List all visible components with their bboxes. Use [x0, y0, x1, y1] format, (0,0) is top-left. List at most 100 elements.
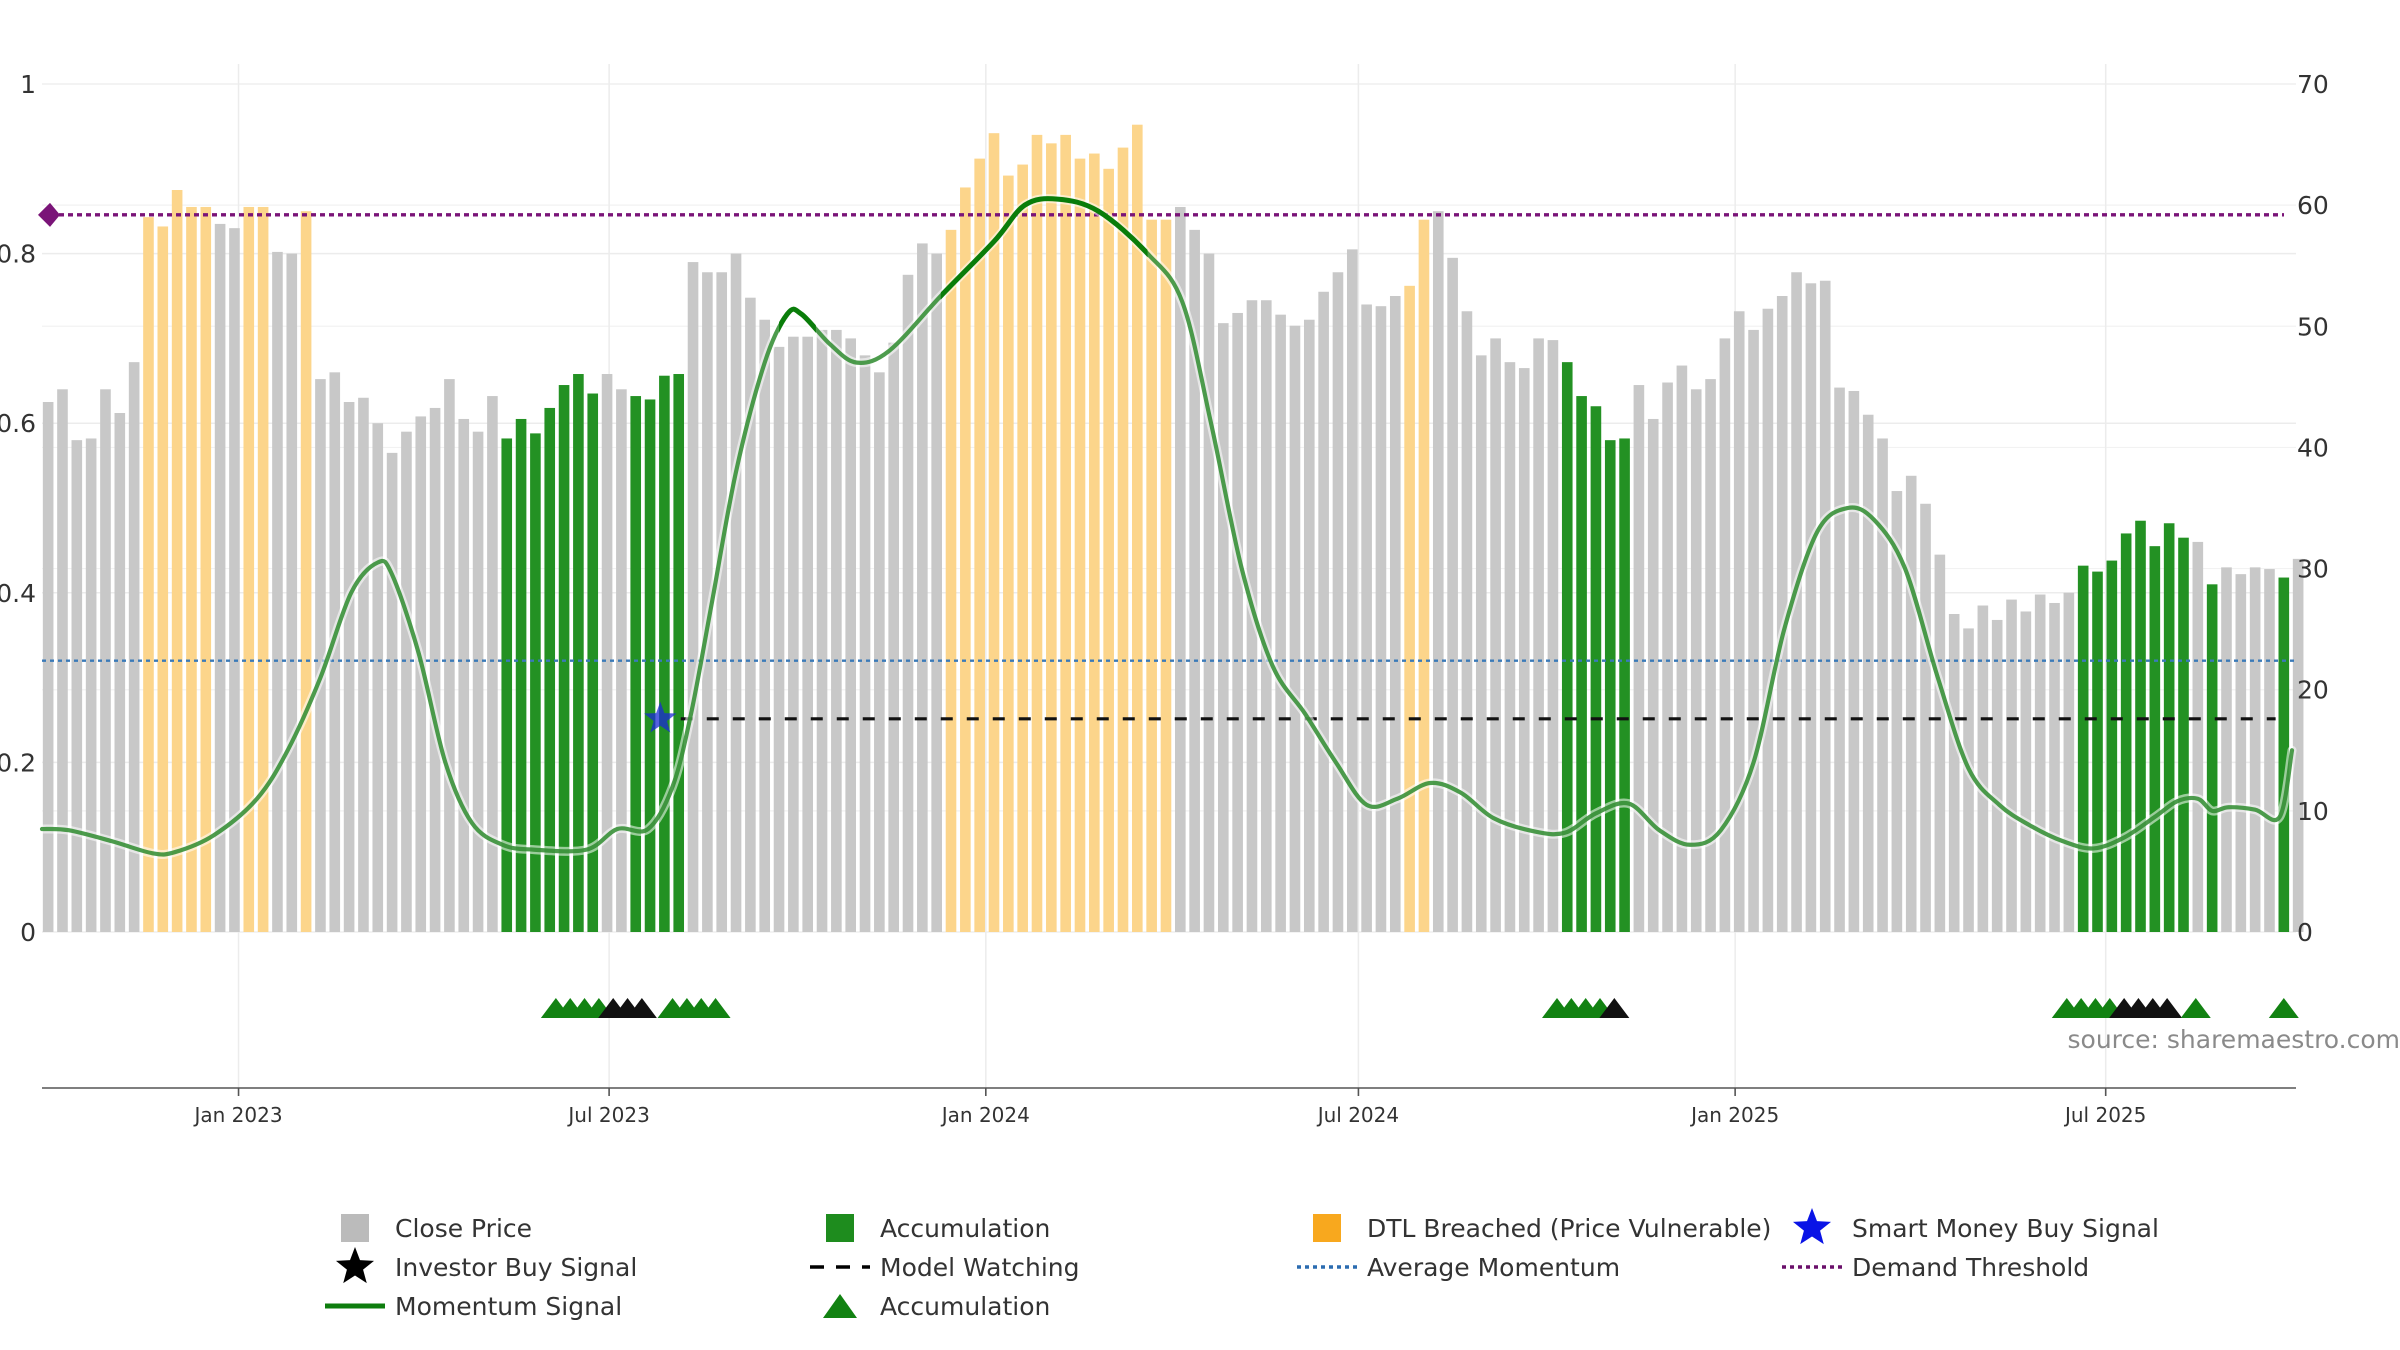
x-tick-label: Jul 2024: [1316, 1103, 1399, 1127]
close-price-bar: [702, 272, 713, 932]
y-left-tick-label: 0.2: [0, 748, 36, 777]
close-price-bar: [329, 372, 341, 932]
close-price-bar: [1920, 503, 1931, 932]
close-price-bar: [802, 336, 813, 932]
close-price-bar: [1289, 325, 1301, 932]
accumulation-bar: [2135, 520, 2146, 932]
y-right-tick-label: 20: [2297, 676, 2329, 705]
close-price-bar: [1260, 300, 1272, 932]
momentum-line: [37, 194, 2297, 859]
close-price-bar: [386, 452, 398, 932]
dtl-breached-bar: [1017, 164, 1028, 932]
axes: Jan 2023 Jul 2023 Jan 2024 Jul 2024 Jan 2025…: [0, 70, 2329, 1127]
close-price-bar: [773, 346, 785, 932]
legend-label-model-watching: Model Watching: [880, 1253, 1080, 1282]
legend-symbol-accumulation-marker: [823, 1294, 857, 1318]
accumulation-bar: [2278, 577, 2290, 932]
close-price-bar: [1547, 340, 1559, 933]
dtl-breached-bar: [960, 187, 971, 932]
close-price-bar: [2235, 574, 2247, 932]
price-bars: [42, 124, 2304, 933]
dtl-breached-bar: [988, 133, 1000, 932]
close-price-bar: [1662, 382, 1673, 932]
close-price-bar: [1748, 329, 1759, 932]
close-price-bar: [1361, 304, 1372, 933]
y-left-tick-label: 0: [20, 918, 36, 947]
accumulation-bar: [501, 438, 513, 932]
dtl-breached-bar: [1060, 134, 1071, 932]
close-price-bar: [2034, 594, 2046, 932]
legend-label-demand-threshold: Demand Threshold: [1852, 1253, 2089, 1282]
x-tick-label: Jan 2023: [192, 1103, 282, 1127]
close-price-bar: [788, 336, 799, 932]
dtl-breached-bar: [1046, 143, 1057, 933]
close-price-bar: [358, 397, 369, 932]
accumulation-bar: [1619, 438, 1630, 932]
close-price-bar: [1218, 323, 1229, 932]
close-price-bar: [1991, 619, 2003, 932]
close-price-bar: [917, 243, 928, 933]
dtl-breached-bar: [1003, 175, 1014, 932]
accumulation-bar: [644, 399, 656, 933]
legend-label-investor-buy: Investor Buy Signal: [395, 1253, 637, 1282]
close-price-bar: [42, 402, 54, 932]
accumulation-bar: [2178, 537, 2189, 932]
close-price-bar: [229, 228, 240, 932]
close-price-bar: [1948, 614, 1960, 932]
close-price-bar: [1977, 605, 1989, 932]
close-price-bar: [487, 396, 498, 932]
close-price-bar: [100, 389, 111, 932]
y-right-tick-label: 50: [2297, 312, 2329, 341]
legend-label-close: Close Price: [395, 1214, 532, 1243]
close-price-bar: [1346, 249, 1358, 933]
close-price-bar: [874, 372, 885, 932]
close-price-bar: [1389, 296, 1401, 932]
y-left-tick-label: 0.4: [0, 579, 36, 608]
close-price-bar: [2264, 569, 2275, 932]
y-right-tick-label: 70: [2297, 70, 2329, 99]
dtl-breached-bar: [200, 206, 212, 932]
close-price-bar: [745, 297, 756, 932]
close-price-bar: [85, 438, 97, 932]
close-price-bar: [2292, 558, 2304, 932]
accumulation-bar: [2106, 560, 2118, 932]
accumulation-bar: [1590, 406, 1602, 932]
close-price-bar: [1647, 418, 1659, 933]
close-price-bar: [1633, 385, 1645, 932]
y-right-tick-label: 0: [2297, 918, 2313, 947]
close-price-bar: [372, 423, 384, 932]
close-price-bar: [687, 262, 699, 933]
y-right-tick-label: 40: [2297, 433, 2329, 462]
close-price-bar: [1905, 475, 1917, 932]
investor-buy-triangle: [1599, 998, 1630, 1018]
close-price-bar: [1862, 414, 1874, 933]
dtl-breached-bar: [157, 226, 169, 932]
close-price-bar: [1705, 379, 1716, 933]
close-price-bar: [816, 329, 828, 932]
accumulation-bar: [673, 374, 685, 932]
close-price-bar: [888, 342, 899, 932]
close-price-bar: [128, 362, 140, 932]
close-price-bar: [1303, 319, 1315, 932]
close-price-bar: [2249, 567, 2261, 932]
smart-money-buy-star: [644, 701, 677, 733]
legend-symbol-accumulation: [826, 1214, 854, 1242]
close-price-bar: [1461, 311, 1473, 932]
accumulation-bar: [2092, 571, 2103, 932]
accumulation-bar: [530, 433, 541, 932]
close-price-bar: [1203, 253, 1215, 933]
close-price-bar: [286, 253, 298, 933]
dtl-breached-bar: [186, 206, 197, 932]
signal-markers: [540, 701, 2299, 1018]
accumulation-triangle: [700, 998, 731, 1018]
legend: Close Price Accumulation DTL Breached (Pri…: [325, 1208, 2159, 1321]
legend-symbol-investor-buy: [335, 1247, 375, 1284]
accumulation-bar: [2077, 565, 2089, 932]
reference-lines: [38, 202, 2296, 721]
close-price-bar: [71, 440, 83, 932]
accumulation-bar: [573, 374, 584, 932]
accumulation-bar: [630, 396, 642, 932]
close-price-bar: [57, 389, 68, 932]
close-price-bar: [1432, 211, 1444, 932]
close-price-bar: [931, 253, 942, 933]
